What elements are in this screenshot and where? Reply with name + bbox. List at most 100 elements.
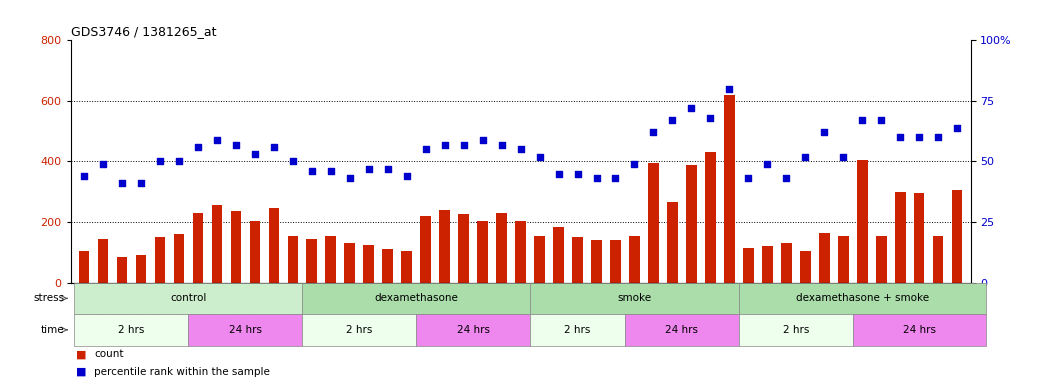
Text: smoke: smoke (618, 293, 652, 303)
Point (702, 115, 718, 121)
Point (835, 154, 851, 160)
Bar (876, 236, 886, 283)
Bar (439, 210, 449, 283)
Point (683, 105, 700, 111)
Bar (667, 202, 678, 283)
Bar (288, 236, 298, 283)
Point (816, 129, 832, 136)
Text: percentile rank within the sample: percentile rank within the sample (94, 367, 270, 377)
Text: 2 hrs: 2 hrs (118, 325, 144, 335)
Bar (838, 236, 848, 283)
Bar (326, 236, 336, 283)
Bar (629, 236, 639, 283)
Text: count: count (94, 349, 124, 359)
Point (190, 144, 207, 150)
Point (170, 159, 187, 165)
Bar (212, 205, 222, 283)
Point (664, 117, 681, 123)
Bar (933, 236, 944, 283)
Bar (535, 236, 545, 283)
Point (740, 175, 757, 182)
Bar (572, 237, 582, 283)
Point (227, 141, 244, 147)
Point (456, 141, 472, 147)
Bar (515, 220, 526, 283)
Bar (496, 213, 507, 283)
Bar (420, 216, 431, 283)
Point (589, 175, 605, 182)
Bar (155, 237, 165, 283)
Bar (382, 249, 392, 283)
Point (76, 173, 92, 179)
Text: dexamethasone: dexamethasone (374, 293, 458, 303)
Point (626, 161, 643, 167)
Point (113, 180, 130, 186)
Text: 24 hrs: 24 hrs (228, 325, 262, 335)
Bar (762, 246, 772, 283)
Bar (895, 192, 905, 283)
Bar (193, 213, 203, 283)
Text: 2 hrs: 2 hrs (783, 325, 809, 335)
Point (284, 159, 301, 165)
Point (303, 168, 320, 174)
Bar (363, 245, 374, 283)
Point (721, 86, 738, 92)
Bar (402, 251, 412, 283)
Text: 24 hrs: 24 hrs (665, 325, 699, 335)
Text: 2 hrs: 2 hrs (346, 325, 373, 335)
Point (569, 170, 585, 177)
Bar (800, 251, 811, 283)
Point (550, 170, 567, 177)
Text: ■: ■ (76, 349, 86, 359)
Bar (345, 243, 355, 283)
Bar (705, 152, 715, 283)
Bar (686, 164, 696, 283)
Point (133, 180, 149, 186)
Point (854, 117, 871, 123)
Bar (230, 212, 241, 283)
Point (759, 161, 775, 167)
Point (436, 141, 453, 147)
Bar (249, 220, 260, 283)
Bar (269, 209, 279, 283)
Bar (592, 240, 602, 283)
Point (607, 175, 624, 182)
Bar (553, 227, 564, 283)
Text: 24 hrs: 24 hrs (457, 325, 490, 335)
Text: stress: stress (33, 293, 64, 303)
Point (797, 154, 814, 160)
Bar (857, 160, 868, 283)
Point (246, 151, 263, 157)
Point (152, 159, 168, 165)
Point (646, 129, 662, 136)
Point (930, 134, 947, 140)
Point (911, 134, 928, 140)
Bar (98, 239, 108, 283)
Point (873, 117, 890, 123)
Bar (952, 190, 962, 283)
Bar (459, 215, 469, 283)
Point (949, 124, 965, 131)
Bar (914, 193, 925, 283)
Point (399, 173, 415, 179)
Bar (136, 255, 146, 283)
Bar (743, 248, 754, 283)
Text: GDS3746 / 1381265_at: GDS3746 / 1381265_at (71, 25, 216, 38)
Point (892, 134, 908, 140)
Point (94, 161, 111, 167)
Text: ■: ■ (76, 367, 86, 377)
Point (513, 146, 529, 152)
Bar (79, 251, 89, 283)
Bar (782, 243, 792, 283)
Text: time: time (40, 325, 64, 335)
Point (379, 166, 395, 172)
Point (323, 168, 339, 174)
Bar (610, 240, 621, 283)
Text: 24 hrs: 24 hrs (903, 325, 936, 335)
Bar (173, 234, 184, 283)
Text: 2 hrs: 2 hrs (565, 325, 591, 335)
Bar (477, 220, 488, 283)
Text: dexamethasone + smoke: dexamethasone + smoke (796, 293, 929, 303)
Point (266, 144, 282, 150)
Point (493, 141, 510, 147)
